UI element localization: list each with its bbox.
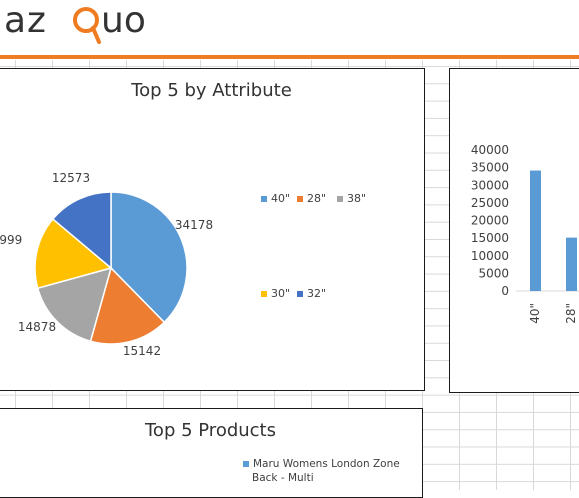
chart-title: Top 5 Products (145, 420, 276, 441)
legend-swatch (261, 195, 267, 202)
pie-data-label: 3999 (0, 233, 22, 247)
pie-slice-3 (34, 217, 113, 290)
legend-label: 28" (307, 192, 327, 205)
x-tick-label: 40" (528, 303, 542, 324)
pie-slice-0 (110, 191, 188, 324)
azquo-logo: az uo (4, 0, 146, 44)
brand-bar (0, 55, 579, 59)
pie-slice-2 (36, 266, 113, 343)
legend-label: 30" (271, 287, 291, 300)
chart-panel-top-attribute[interactable]: Top 5 by Attribute 34178 15142 14878 3999 12… (0, 68, 425, 391)
svg-text:az: az (4, 0, 47, 41)
bar-chart: 40000 35000 30000 25000 20000 15000 10000 5000 0… (471, 143, 579, 324)
chart-panel-bar[interactable]: 40000 35000 30000 25000 20000 15000 10000 5000 0… (449, 68, 579, 393)
legend-swatch (261, 290, 267, 297)
pie-data-label: 15142 (123, 344, 161, 358)
bar-1 (566, 237, 577, 291)
legend-item-38: 38" (337, 192, 366, 205)
legend-item-30: 30" (261, 287, 290, 300)
legend-swatch (297, 290, 303, 297)
chart-panel-top-products[interactable]: Top 5 Products Maru Womens London Zone B… (0, 408, 423, 498)
y-tick-label: 40000 (471, 143, 509, 157)
legend-swatch (297, 195, 303, 202)
y-tick-label: 25000 (471, 196, 509, 210)
legend-label-line2: Back - Multi (252, 472, 314, 484)
legend-swatch (243, 461, 249, 467)
x-tick-label: 28" (564, 303, 578, 324)
y-tick-label: 0 (501, 284, 509, 298)
legend-label-line1: Maru Womens London Zone (253, 458, 400, 470)
y-tick-label: 30000 (471, 178, 509, 192)
y-tick-label: 15000 (471, 231, 509, 245)
pie-data-label: 34178 (175, 218, 213, 232)
pie-slice-4 (51, 191, 112, 270)
legend-item-28: 28" (297, 192, 326, 205)
product-legend-item: Maru Womens London Zone Back - Multi (243, 457, 400, 485)
y-tick-label: 10000 (471, 249, 509, 263)
legend-swatch (337, 195, 343, 202)
legend-item-32: 32" (297, 287, 326, 300)
legend-item-40: 40" (261, 192, 290, 205)
svg-text:uo: uo (101, 0, 146, 41)
header: az uo (0, 0, 579, 60)
legend-label: 32" (307, 287, 327, 300)
legend-label: 38" (347, 192, 367, 205)
bar-0 (530, 170, 541, 291)
pie-chart: 34178 15142 14878 3999 12573 (0, 171, 213, 358)
pie-slice-1 (89, 266, 166, 345)
pie-data-label: 12573 (52, 171, 90, 185)
chart-title: Top 5 by Attribute (131, 80, 292, 101)
pie-data-label: 14878 (18, 320, 56, 334)
y-tick-label: 35000 (471, 161, 509, 175)
legend-label: 40" (271, 192, 291, 205)
y-tick-label: 20000 (471, 214, 509, 228)
y-tick-label: 5000 (478, 266, 509, 280)
